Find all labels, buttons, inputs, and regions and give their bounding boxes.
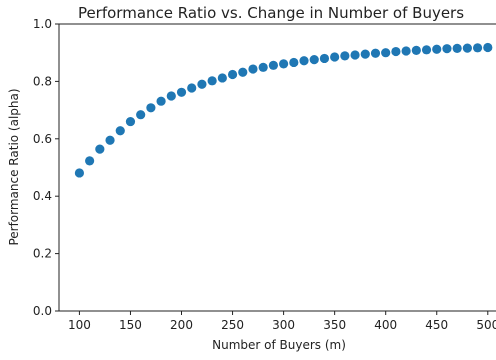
data-point <box>483 42 493 53</box>
x-tick-label: 300 <box>272 318 295 332</box>
y-tick-label: 1.0 <box>33 17 52 31</box>
data-point <box>156 96 166 106</box>
data-point <box>462 43 472 53</box>
data-point <box>238 67 248 77</box>
data-point <box>391 46 401 57</box>
data-point <box>442 44 452 54</box>
data-point <box>370 48 381 58</box>
data-point <box>279 59 289 69</box>
x-axis-label: Number of Buyers (m) <box>212 338 346 352</box>
data-point <box>227 69 238 80</box>
x-tick-label: 350 <box>323 318 346 332</box>
data-point <box>432 44 442 54</box>
y-tick-label: 0.8 <box>33 74 52 88</box>
data-point <box>360 49 370 59</box>
axes: 100 150 200 250 300 350 400 450 500 0.0 0.2 0.4 0.6 0… <box>33 17 496 332</box>
x-tick-label: 400 <box>374 318 397 332</box>
data-point <box>452 43 462 53</box>
data-point <box>299 56 309 66</box>
data-point <box>85 156 95 166</box>
x-tick-label: 500 <box>476 318 496 332</box>
data-point <box>248 64 258 74</box>
data-point <box>319 53 330 64</box>
x-tick-label: 150 <box>119 318 142 332</box>
y-axis-label: Performance Ratio (alpha) <box>7 88 21 245</box>
data-point <box>95 144 105 154</box>
data-point <box>146 103 156 113</box>
data-point <box>166 91 176 101</box>
y-tick-label: 0.4 <box>33 189 52 203</box>
plot-frame <box>58 23 496 312</box>
x-tick-label: 100 <box>68 318 91 332</box>
data-point <box>207 76 217 86</box>
data-point <box>217 73 227 83</box>
y-tick-label: 0.0 <box>33 304 52 318</box>
data-point <box>330 52 340 62</box>
data-point <box>136 110 146 120</box>
data-point <box>197 79 207 89</box>
data-point <box>115 126 125 136</box>
data-points <box>74 42 493 178</box>
data-point <box>74 168 85 178</box>
x-tick-label: 250 <box>221 318 244 332</box>
x-tick-label: 200 <box>170 318 193 332</box>
data-point <box>187 83 197 93</box>
data-point <box>340 51 350 61</box>
data-point <box>381 48 391 58</box>
y-tick-label: 0.2 <box>33 247 52 261</box>
data-point <box>268 60 278 70</box>
data-point <box>105 135 115 145</box>
data-point <box>289 57 299 68</box>
data-point <box>472 43 483 53</box>
data-point <box>125 116 136 127</box>
y-tick-label: 0.6 <box>33 132 52 146</box>
data-point <box>411 45 421 56</box>
data-point <box>421 45 432 55</box>
data-point <box>350 50 360 60</box>
data-point <box>176 87 187 97</box>
chart-title: Performance Ratio vs. Change in Number o… <box>78 4 464 22</box>
data-point <box>401 46 411 56</box>
x-tick-label: 450 <box>425 318 448 332</box>
data-point <box>258 62 268 72</box>
data-point <box>309 54 319 65</box>
